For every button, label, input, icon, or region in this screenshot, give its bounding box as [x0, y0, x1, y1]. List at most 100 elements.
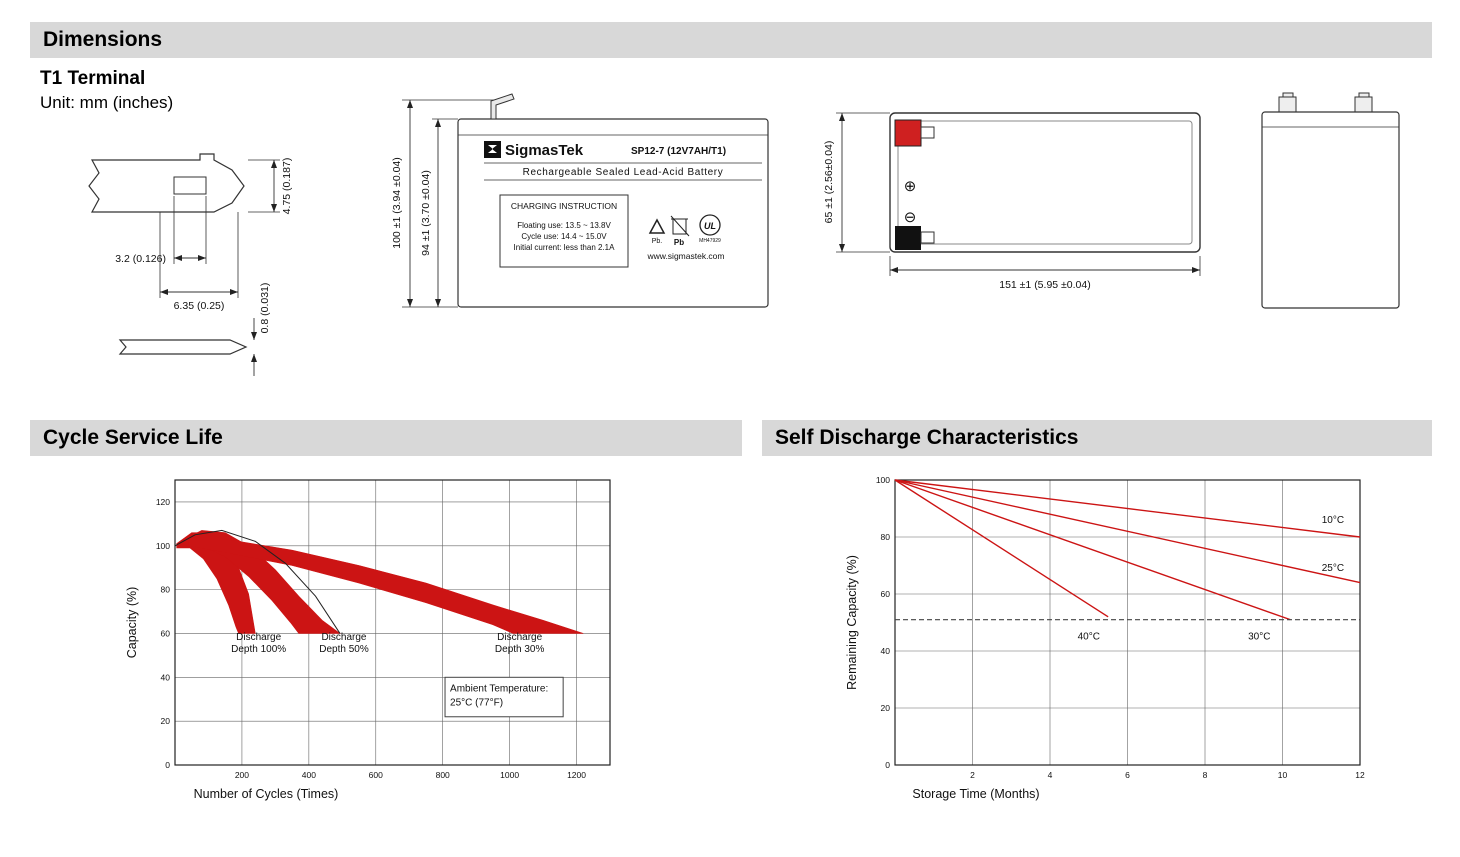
dim-total-height: 100 ±1 (3.94 ±0.04)	[391, 157, 403, 249]
x-tick-label: 12	[1355, 770, 1365, 780]
t1-terminal-label: T1 Terminal	[40, 68, 146, 89]
y-tick-label: 60	[161, 628, 171, 638]
plot-border	[894, 479, 1361, 766]
x-tick-label: 200	[235, 770, 249, 780]
charging-line-1: Floating use: 13.5 ~ 13.8V	[517, 221, 611, 230]
y-tick-label: 80	[161, 585, 171, 595]
x-tick-label: 1000	[500, 770, 519, 780]
x-tick-label: 800	[436, 770, 450, 780]
case-outline	[889, 112, 1201, 253]
ul-letters: UL	[704, 221, 716, 231]
battery-front-view: 100 ±1 (3.94 ±0.04) 94 ±1 (3.70 ±0.04) S…	[391, 93, 769, 308]
negative-terminal-tab	[920, 231, 935, 244]
pb-right-label: Pb	[674, 238, 684, 247]
envelope-curve	[174, 529, 341, 634]
dim-terminal-offset: 3.2 (0.126)	[115, 253, 166, 265]
terminal-detail-drawing: 4.75 (0.187) 3.2 (0.126) 6.35 (0.25) 0.8…	[88, 153, 293, 376]
y-tick-label: 120	[156, 497, 170, 507]
series-line	[894, 479, 1361, 538]
chart-annotation: Depth 50%	[319, 644, 369, 655]
charging-title: CHARGING INSTRUCTION	[511, 201, 617, 211]
battery-top-view: 65 ±1 (2.56±0.04) ⊕ ⊖ 151 ±1 (5.95 ±0.04…	[823, 112, 1201, 291]
x-tick-label: 6	[1125, 770, 1130, 780]
x-tick-label: 2	[970, 770, 975, 780]
y-tick-label: 100	[156, 541, 170, 551]
self-discharge-chart: 2 4 6 8 10 12 0 20 40 60 80 100 10°C 25°C 40°C 30°C Stor…	[845, 475, 1365, 801]
negative-terminal-marker	[895, 226, 921, 250]
chart-annotation: Discharge	[321, 632, 366, 643]
terminal-latch-hole	[173, 176, 207, 195]
chart-annotation: Discharge	[236, 632, 281, 643]
y-tick-label: 0	[885, 760, 890, 770]
chart-annotation: 25°C	[1322, 563, 1344, 574]
positive-terminal-tab	[920, 126, 935, 139]
y-tick-label: 40	[161, 672, 171, 682]
charging-line-3: Initial current: less than 2.1A	[514, 243, 616, 252]
discharge-depth-band	[179, 530, 341, 634]
x-axis-label: Number of Cycles (Times)	[194, 787, 339, 801]
charging-line-2: Cycle use: 14.4 ~ 15.0V	[521, 232, 607, 241]
x-tick-label: 10	[1278, 770, 1288, 780]
model-number: SP12-7 (12V7AH/T1)	[631, 146, 726, 157]
crossed-bin-pb-icon: Pb	[670, 215, 690, 247]
dim-terminal-width: 6.35 (0.25)	[174, 300, 225, 312]
positive-terminal-marker	[894, 119, 922, 147]
website-text: www.sigmastek.com	[647, 251, 725, 261]
ul-mark-icon: UL MH47929	[699, 214, 721, 244]
dim-length: 151 ±1 (5.95 ±0.04)	[999, 279, 1091, 291]
plot-border	[174, 479, 611, 766]
discharge-depth-band	[188, 538, 584, 634]
chart-annotation: Depth 30%	[495, 644, 545, 655]
chart-annotation: 40°C	[1078, 632, 1100, 643]
dim-terminal-thickness: 0.8 (0.031)	[259, 283, 271, 334]
pb-left-label: Pb.	[652, 238, 663, 245]
cycle-service-life-chart: 200 400 600 800 1000 1200 0 20 40 60 80 100 120 Disch…	[125, 479, 611, 801]
y-tick-label: 20	[161, 716, 171, 726]
y-axis-label: Capacity (%)	[125, 587, 139, 659]
sigma-glyph	[488, 145, 497, 153]
dimensions-section-header: Dimensions	[30, 22, 1432, 58]
y-tick-label: 0	[165, 760, 170, 770]
dim-depth: 65 ±1 (2.56±0.04)	[823, 141, 835, 224]
x-tick-label: 8	[1203, 770, 1208, 780]
dimensions-header-label: Dimensions	[43, 28, 163, 51]
x-tick-label: 4	[1048, 770, 1053, 780]
y-tick-label: 80	[881, 532, 891, 542]
positive-terminal-icon: ⊕	[904, 178, 917, 195]
charging-instruction-box	[499, 194, 629, 268]
battery-type-line: Rechargeable Sealed Lead-Acid Battery	[523, 167, 724, 178]
terminal-tab	[1278, 96, 1297, 114]
cycle-service-life-label: Cycle Service Life	[43, 426, 223, 449]
brand-name: SigmasTek	[505, 142, 584, 159]
series-line	[894, 479, 1109, 618]
y-axis-label: Remaining Capacity (%)	[845, 555, 859, 690]
terminal-blade-profile	[88, 153, 245, 213]
ambient-note-line: 25°C (77°F)	[450, 697, 503, 708]
unit-note: Unit: mm (inches)	[40, 93, 174, 112]
cycle-service-life-header: Cycle Service Life	[30, 420, 742, 456]
self-discharge-header: Self Discharge Characteristics	[762, 420, 1432, 456]
y-tick-label: 100	[876, 475, 890, 485]
x-tick-label: 400	[302, 770, 316, 780]
y-tick-label: 60	[881, 589, 891, 599]
ul-file-number: MH47929	[699, 238, 721, 244]
negative-terminal-icon: ⊖	[904, 209, 917, 226]
terminal-tab	[1354, 96, 1373, 114]
x-tick-label: 600	[369, 770, 383, 780]
dim-terminal-height: 4.75 (0.187)	[281, 158, 293, 215]
case-outline	[1261, 111, 1400, 309]
ambient-note-box	[444, 676, 564, 718]
dim-body-height: 94 ±1 (3.70 ±0.04)	[420, 170, 432, 256]
chart-annotation: 10°C	[1322, 515, 1344, 526]
y-tick-label: 20	[881, 703, 891, 713]
battery-side-view	[1261, 92, 1400, 309]
chart-annotation: 30°C	[1248, 632, 1270, 643]
series-line	[894, 479, 1291, 621]
terminal-tab	[490, 93, 515, 120]
recycle-pb-icon: Pb.	[648, 218, 666, 245]
terminal-blade-side-view	[118, 339, 248, 355]
self-discharge-label: Self Discharge Characteristics	[775, 426, 1079, 449]
ambient-note-line: Ambient Temperature:	[450, 683, 548, 694]
series-line	[894, 479, 1361, 584]
